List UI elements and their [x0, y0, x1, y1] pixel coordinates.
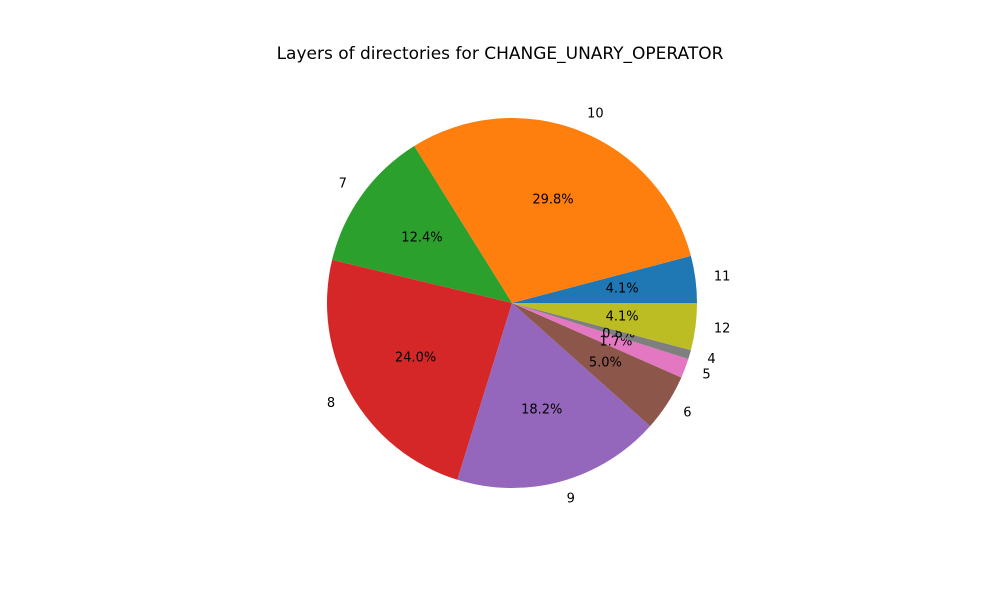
- pie-slice-12: [512, 303, 697, 351]
- pie-slice-8: [327, 259, 512, 480]
- slice-label-5: 5: [702, 367, 710, 382]
- pie-slice-11: [512, 255, 697, 303]
- slice-label-12: 12: [714, 322, 731, 337]
- pie-slice-9: [457, 303, 651, 488]
- slice-label-10: 10: [587, 106, 604, 121]
- pct-label-10: 29.8%: [532, 192, 573, 207]
- pie-slice-4: [512, 303, 691, 360]
- slice-label-4: 4: [707, 352, 715, 367]
- pct-label-9: 18.2%: [521, 402, 562, 417]
- slice-label-8: 8: [327, 396, 335, 411]
- slice-label-11: 11: [714, 269, 731, 284]
- pct-label-6: 5.0%: [589, 356, 622, 371]
- pie-slice-7: [332, 145, 512, 303]
- slice-label-9: 9: [567, 492, 575, 507]
- pct-label-11: 4.1%: [606, 281, 639, 296]
- pie-slice-6: [512, 303, 682, 427]
- slice-label-6: 6: [683, 406, 691, 421]
- pct-label-7: 12.4%: [401, 231, 442, 246]
- pct-label-8: 24.0%: [395, 350, 436, 365]
- chart-title: Layers of directories for CHANGE_UNARY_O…: [276, 44, 724, 64]
- pie-slice-10: [414, 118, 691, 303]
- pie-slice-5: [512, 303, 689, 378]
- slice-label-7: 7: [339, 177, 347, 192]
- pct-label-12: 4.1%: [606, 310, 639, 325]
